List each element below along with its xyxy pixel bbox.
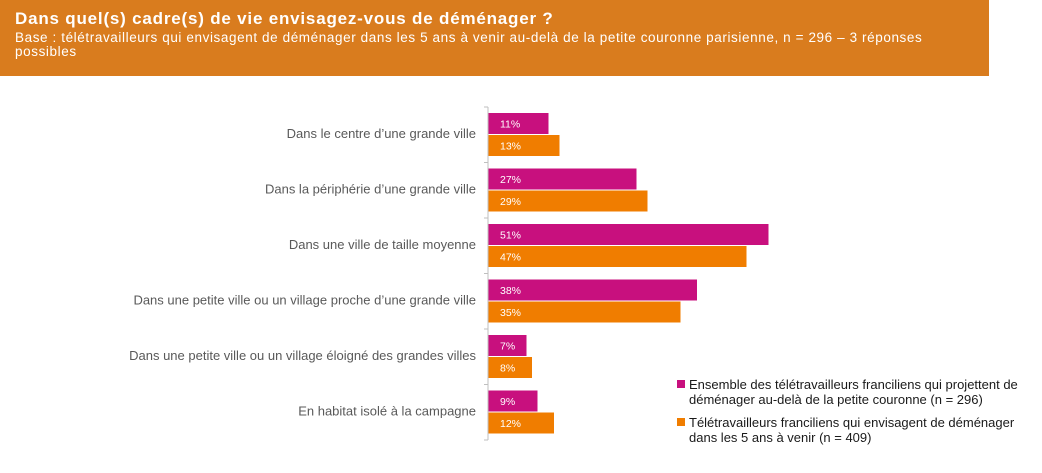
data-label: 35% <box>500 307 521 319</box>
data-label: 7% <box>500 341 515 353</box>
category-label: Dans le centre d’une grande ville <box>287 126 476 141</box>
data-label: 38% <box>500 285 521 297</box>
data-label: 27% <box>500 174 521 186</box>
bar-series-2 <box>488 246 747 267</box>
legend-swatch-series-2 <box>677 418 685 426</box>
data-label: 12% <box>500 418 521 430</box>
data-label: 9% <box>500 396 515 408</box>
legend-item-series-2: Télétravailleurs franciliens qui envisag… <box>677 415 1039 445</box>
legend-item-series-1: Ensemble des télétravailleurs francilien… <box>677 377 1039 407</box>
bar-series-1 <box>488 224 769 245</box>
data-label: 51% <box>500 230 521 242</box>
data-label: 13% <box>500 141 521 153</box>
chart-subtitle: Base : télétravailleurs qui envisagent d… <box>15 30 923 59</box>
legend-swatch-series-1 <box>677 380 685 388</box>
category-label: Dans une petite ville ou un village éloi… <box>129 348 476 363</box>
bar-series-2 <box>488 301 681 323</box>
legend-label-series-2: Télétravailleurs franciliens qui envisag… <box>689 415 1015 445</box>
data-label: 8% <box>500 363 515 375</box>
data-label: 47% <box>500 252 521 264</box>
bar-series-1 <box>488 113 549 134</box>
category-label: Dans une ville de taille moyenne <box>289 237 476 252</box>
data-label: 29% <box>500 196 521 208</box>
bar-series-2 <box>488 190 648 212</box>
bar-series-1 <box>488 279 697 301</box>
category-label: En habitat isolé à la campagne <box>298 404 476 419</box>
chart-title: Dans quel(s) cadre(s) de vie envisagez-v… <box>15 9 554 28</box>
bar-series-1 <box>488 390 538 412</box>
chart-legend: Ensemble des télétravailleurs francilien… <box>677 377 1039 453</box>
legend-label-series-1: Ensemble des télétravailleurs francilien… <box>689 377 1018 407</box>
bar-series-1 <box>488 335 527 356</box>
category-label: Dans la périphérie d’une grande ville <box>265 182 476 197</box>
bar-series-2 <box>488 135 560 156</box>
data-label: 11% <box>500 119 520 131</box>
chart-header: Dans quel(s) cadre(s) de vie envisagez-v… <box>0 0 989 76</box>
bar-series-2 <box>488 357 532 378</box>
bar-series-1 <box>488 168 637 190</box>
bar-series-2 <box>488 412 554 434</box>
category-label: Dans une petite ville ou un village proc… <box>133 293 476 308</box>
